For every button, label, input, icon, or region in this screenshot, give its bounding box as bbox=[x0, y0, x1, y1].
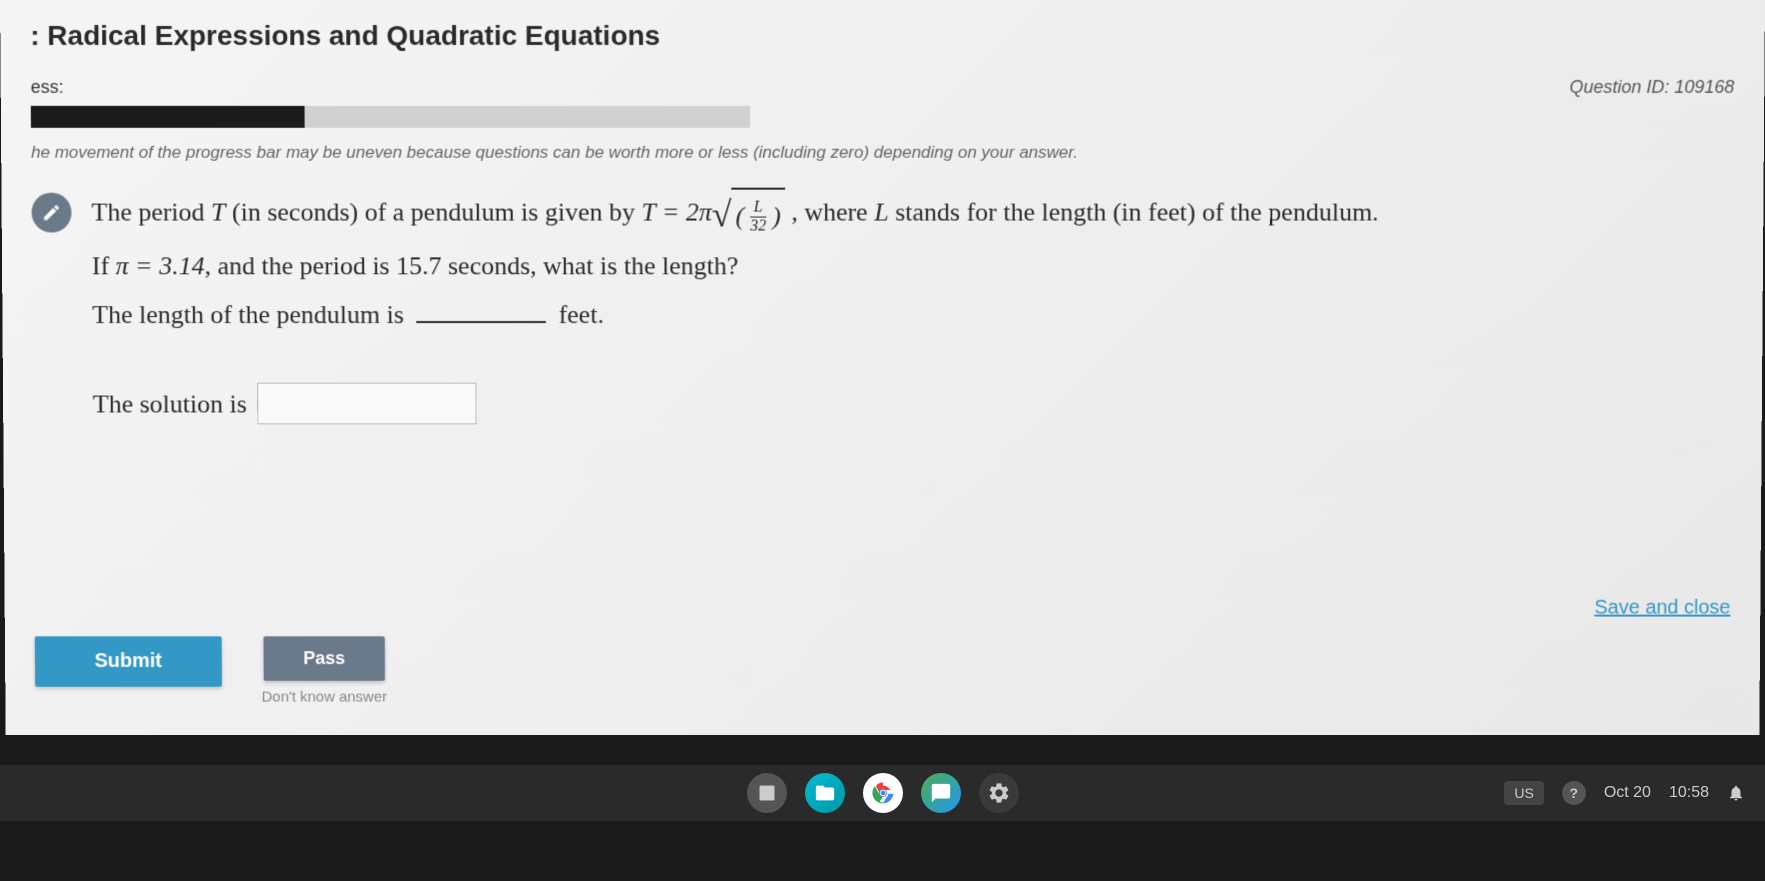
chrome-icon[interactable] bbox=[863, 773, 903, 813]
text: The length of the pendulum is bbox=[92, 300, 410, 329]
progress-bar-fill bbox=[31, 106, 304, 128]
taskbar-right: US ? Oct 20 10:58 bbox=[1504, 781, 1745, 805]
text: stands for the length (in feet) of the p… bbox=[889, 198, 1379, 227]
solution-row: The solution is bbox=[93, 379, 1378, 428]
save-close-link[interactable]: Save and close bbox=[1594, 597, 1730, 620]
buttons-group: Submit Pass Don't know answer bbox=[35, 636, 387, 705]
text: , where bbox=[785, 198, 874, 227]
files-icon[interactable] bbox=[805, 773, 845, 813]
app-icon[interactable] bbox=[747, 773, 787, 813]
progress-note: he movement of the progress bar may be u… bbox=[31, 143, 1734, 163]
answer-blank bbox=[416, 321, 546, 323]
locale-indicator[interactable]: US bbox=[1504, 781, 1543, 805]
taskbar-date[interactable]: Oct 20 bbox=[1604, 784, 1651, 802]
bottom-controls: Submit Pass Don't know answer Save and c… bbox=[35, 636, 1731, 705]
question-section: The period T (in seconds) of a pendulum … bbox=[31, 188, 1733, 429]
fraction: L32 bbox=[746, 199, 770, 235]
content-area: : Radical Expressions and Quadratic Equa… bbox=[0, 0, 1765, 735]
text: , and the period is 15.7 seconds, what i… bbox=[204, 251, 738, 280]
pass-button[interactable]: Pass bbox=[263, 636, 385, 680]
variable-T: T bbox=[211, 198, 226, 227]
taskbar-center bbox=[747, 773, 1019, 813]
pi-value: π = 3.14 bbox=[116, 251, 205, 280]
formula: T = 2π√(L32) bbox=[641, 198, 784, 227]
question-content: The period T (in seconds) of a pendulum … bbox=[91, 188, 1378, 429]
taskbar: US ? Oct 20 10:58 bbox=[0, 765, 1765, 821]
denominator: 32 bbox=[746, 217, 770, 235]
formula-lhs: T = 2π bbox=[641, 198, 711, 227]
pencil-icon[interactable] bbox=[31, 193, 71, 233]
variable-L: L bbox=[874, 198, 888, 227]
question-line-3: The length of the pendulum is feet. bbox=[92, 290, 1378, 339]
solution-input[interactable] bbox=[257, 383, 476, 425]
notification-icon[interactable] bbox=[1727, 784, 1745, 802]
sqrt-symbol: √ bbox=[712, 197, 732, 233]
dont-know-label: Don't know answer bbox=[262, 689, 388, 706]
solution-label: The solution is bbox=[93, 379, 247, 428]
progress-label: ess: bbox=[31, 77, 64, 98]
text: (in seconds) of a pendulum is given by bbox=[225, 198, 641, 227]
question-line-2: If π = 3.14, and the period is 15.7 seco… bbox=[92, 241, 1379, 290]
sqrt-content: (L32) bbox=[732, 188, 785, 241]
settings-icon[interactable] bbox=[979, 773, 1019, 813]
text: feet. bbox=[552, 300, 604, 329]
numerator: L bbox=[750, 199, 767, 218]
pass-group: Pass Don't know answer bbox=[261, 636, 387, 705]
question-id: Question ID: 109168 bbox=[1569, 77, 1734, 98]
text: The period bbox=[91, 198, 211, 227]
text: If bbox=[92, 251, 116, 280]
chat-icon[interactable] bbox=[921, 773, 961, 813]
page-title: : Radical Expressions and Quadratic Equa… bbox=[30, 20, 1735, 52]
taskbar-time[interactable]: 10:58 bbox=[1669, 784, 1709, 802]
progress-row: ess: Question ID: 109168 bbox=[31, 77, 1735, 98]
sqrt: √(L32) bbox=[712, 188, 785, 241]
progress-bar bbox=[31, 106, 750, 128]
submit-button[interactable]: Submit bbox=[35, 636, 222, 686]
help-icon[interactable]: ? bbox=[1562, 781, 1586, 805]
question-line-1: The period T (in seconds) of a pendulum … bbox=[91, 188, 1378, 242]
